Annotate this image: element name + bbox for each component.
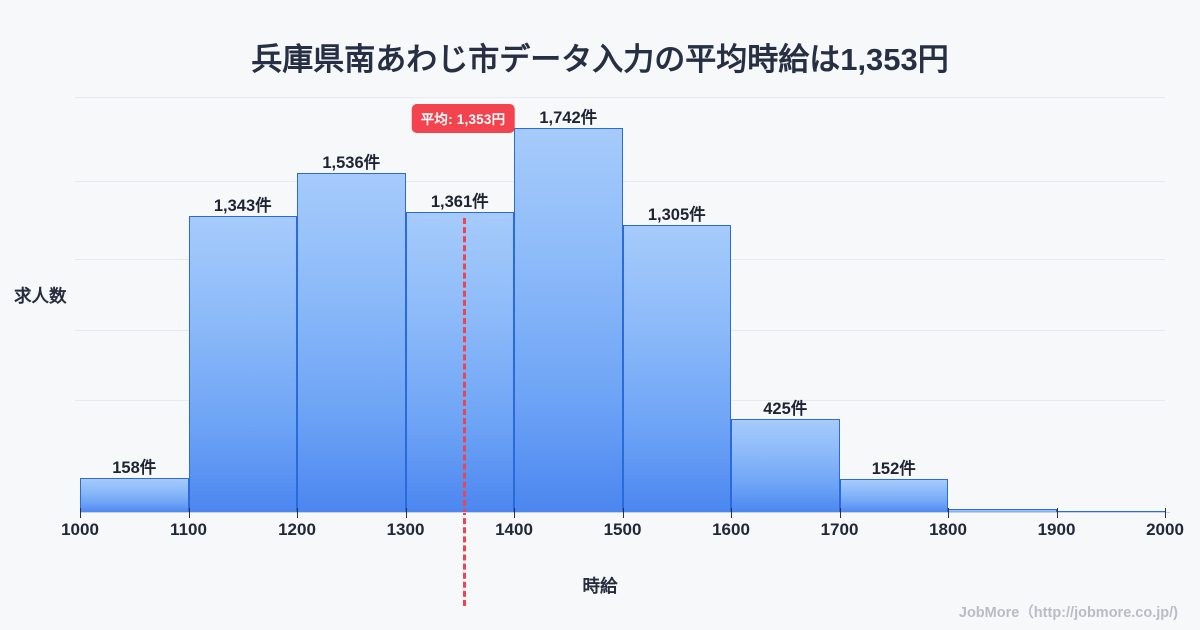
bar-value-label: 152件 bbox=[871, 460, 916, 479]
bar-value-label: 425件 bbox=[763, 400, 808, 419]
x-axis-tick-label: 1000 bbox=[61, 520, 99, 539]
x-axis-tick-label: 1400 bbox=[495, 520, 533, 539]
x-axis-tick bbox=[622, 508, 624, 518]
x-axis-tick bbox=[839, 508, 841, 518]
x-axis-tick-label: 1800 bbox=[929, 520, 967, 539]
x-axis-tick-label: 1600 bbox=[712, 520, 750, 539]
bar-value-label: 1,742件 bbox=[539, 108, 598, 127]
bar-value-label: 1,536件 bbox=[322, 154, 381, 173]
histogram-bar[interactable] bbox=[80, 478, 189, 513]
histogram-bar[interactable] bbox=[622, 224, 731, 513]
histogram-bar[interactable] bbox=[297, 173, 406, 513]
bar-value-label: 1,305件 bbox=[647, 205, 706, 224]
x-axis-tick bbox=[1056, 508, 1058, 518]
x-axis-tick-label: 1700 bbox=[820, 520, 859, 539]
x-axis-tick-label: 1300 bbox=[386, 520, 425, 539]
x-axis-line bbox=[80, 512, 1170, 513]
x-axis-tick-label: 1100 bbox=[170, 520, 207, 539]
x-axis-tick-label: 1900 bbox=[1037, 520, 1076, 539]
y-axis-title: 求人数 bbox=[14, 286, 67, 306]
page-title: 兵庫県南あわじ市データ入力の平均時給は1,353円 bbox=[251, 42, 949, 77]
gridline bbox=[75, 97, 1165, 99]
watermark-credit: JobMore（http://jobmore.co.jp/) bbox=[958, 605, 1178, 621]
histogram-bar[interactable] bbox=[839, 479, 948, 513]
x-axis-tick bbox=[731, 508, 732, 518]
x-axis-tick bbox=[405, 508, 407, 518]
histogram-bar[interactable] bbox=[405, 212, 514, 513]
x-axis-tick-label: 1500 bbox=[603, 520, 642, 539]
x-axis-tick bbox=[80, 508, 81, 518]
mean-value-badge: 平均: 1,353円 bbox=[411, 104, 515, 133]
plot-area: 158件 1,343件 1,536件 1,361件 1,742件 1,305件 425件 15… bbox=[75, 93, 1165, 606]
histogram-bar[interactable] bbox=[514, 127, 623, 513]
mean-reference-line bbox=[463, 218, 466, 606]
histogram-bar[interactable] bbox=[188, 216, 297, 513]
x-axis-tick bbox=[297, 508, 298, 518]
bar-value-label: 1,361件 bbox=[430, 193, 489, 212]
histogram-bar[interactable] bbox=[731, 419, 840, 513]
x-axis-tick bbox=[948, 508, 949, 518]
x-axis-tick bbox=[514, 508, 515, 518]
bar-value-label: 1,343件 bbox=[213, 197, 272, 216]
x-axis-tick bbox=[188, 508, 190, 518]
x-axis-title: 時給 bbox=[582, 576, 618, 596]
x-axis-tick-label: 2000 bbox=[1146, 520, 1184, 539]
x-axis-tick bbox=[1165, 508, 1166, 518]
bar-value-label: 158件 bbox=[112, 459, 157, 478]
x-axis-tick-label: 1200 bbox=[278, 520, 316, 539]
